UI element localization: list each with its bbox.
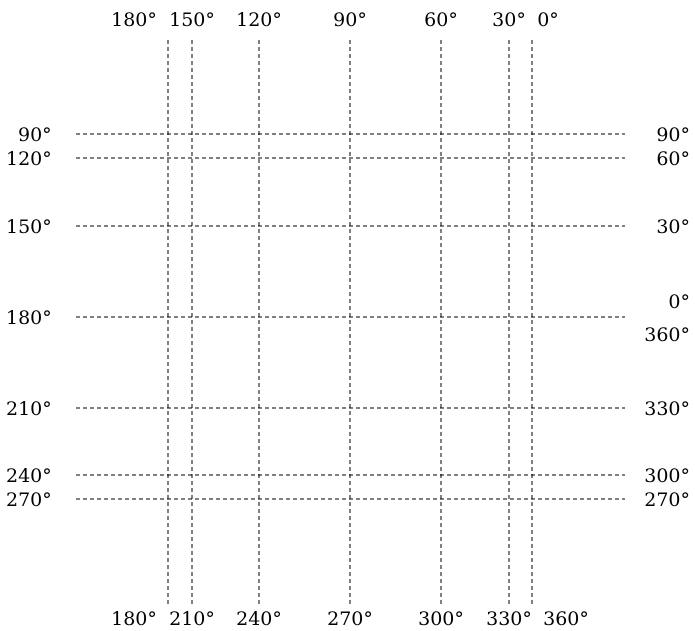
right-label-h3: 30° bbox=[656, 216, 690, 238]
left-label-h4: 180° bbox=[6, 307, 52, 329]
bottom-label-v2: 210° bbox=[169, 608, 215, 630]
bottom-label-v4: 270° bbox=[327, 608, 373, 630]
left-labels: 90° 120° 150° 180° 210° 240° 270° bbox=[6, 124, 52, 511]
top-label-v6: 30° bbox=[492, 9, 526, 31]
top-label-v3: 120° bbox=[236, 9, 282, 31]
right-labels: 90° 60° 30° 0° 360° 330° 300° 270° bbox=[644, 124, 690, 511]
top-labels: 180° 150° 120° 90° 60° 30° 0° bbox=[111, 9, 559, 31]
horizontal-lines bbox=[76, 133, 625, 500]
vertical-lines bbox=[167, 40, 533, 604]
top-label-v7: 0° bbox=[537, 9, 559, 31]
left-label-h2: 120° bbox=[6, 148, 52, 170]
right-label-h1: 90° bbox=[656, 124, 690, 146]
bottom-label-v1: 180° bbox=[111, 608, 157, 630]
bottom-label-v3: 240° bbox=[236, 608, 282, 630]
top-label-v1: 180° bbox=[111, 9, 157, 31]
bottom-label-v6: 330° bbox=[486, 608, 532, 630]
bottom-label-v5: 300° bbox=[418, 608, 464, 630]
left-label-h1: 90° bbox=[18, 124, 52, 146]
right-label-h6: 300° bbox=[644, 465, 690, 487]
right-label-h5: 330° bbox=[644, 398, 690, 420]
left-label-h3: 150° bbox=[6, 216, 52, 238]
right-label-h4: 0° bbox=[668, 291, 690, 313]
right-label-h7: 270° bbox=[644, 489, 690, 511]
top-label-v5: 60° bbox=[424, 9, 458, 31]
bottom-label-v7: 360° bbox=[543, 608, 589, 630]
right-label-h4-alt: 360° bbox=[644, 324, 690, 346]
left-label-h5: 210° bbox=[6, 398, 52, 420]
left-label-h7: 270° bbox=[6, 489, 52, 511]
right-label-h2: 60° bbox=[656, 148, 690, 170]
left-label-h6: 240° bbox=[6, 465, 52, 487]
top-label-v2: 150° bbox=[169, 9, 215, 31]
bottom-labels: 180° 210° 240° 270° 300° 330° 360° bbox=[111, 608, 589, 630]
top-label-v4: 90° bbox=[333, 9, 367, 31]
